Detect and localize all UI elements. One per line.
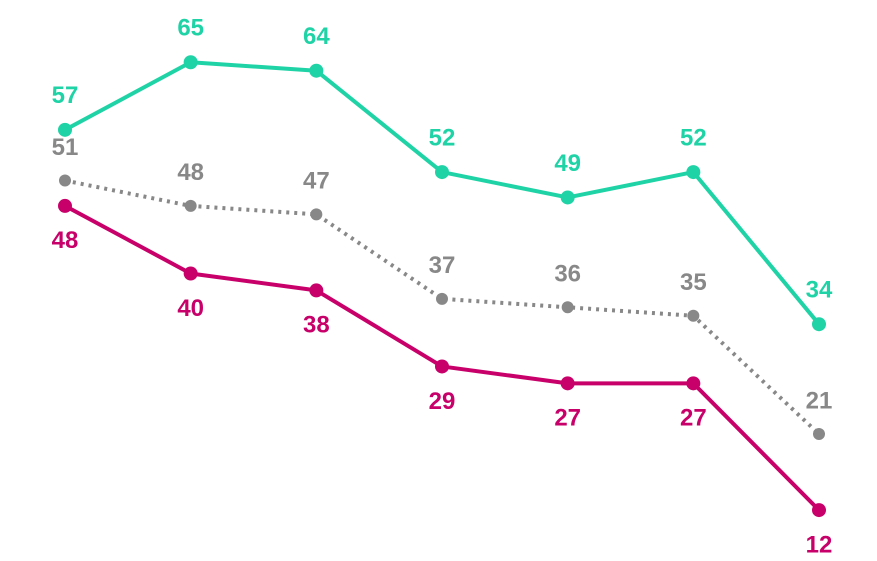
point xyxy=(560,376,575,391)
point xyxy=(436,292,448,305)
point xyxy=(59,174,71,187)
point xyxy=(686,376,701,391)
data-label: 65 xyxy=(177,15,204,42)
data-label: 12 xyxy=(806,531,833,558)
point xyxy=(687,309,700,322)
point xyxy=(435,359,449,374)
data-label: 27 xyxy=(554,405,581,432)
point xyxy=(435,165,449,180)
point xyxy=(58,122,72,137)
data-label: 49 xyxy=(554,150,581,177)
data-label: 57 xyxy=(52,82,79,109)
point xyxy=(58,198,72,213)
point xyxy=(560,190,575,205)
data-label: 29 xyxy=(429,388,456,415)
point xyxy=(812,317,826,332)
point xyxy=(813,428,825,441)
point xyxy=(686,165,701,180)
data-label: 48 xyxy=(177,159,204,186)
data-label: 64 xyxy=(303,23,330,50)
point xyxy=(309,63,324,78)
data-label: 21 xyxy=(806,387,833,414)
data-label: 38 xyxy=(303,312,330,339)
point xyxy=(561,301,574,314)
data-label: 40 xyxy=(177,295,204,322)
point xyxy=(183,55,198,70)
point xyxy=(309,283,324,298)
data-label: 48 xyxy=(52,227,79,254)
data-label: 27 xyxy=(680,405,707,432)
data-label: 37 xyxy=(429,252,456,279)
point xyxy=(183,266,198,281)
point xyxy=(184,199,197,212)
data-label: 35 xyxy=(680,269,707,296)
point xyxy=(812,503,826,518)
data-label: 51 xyxy=(52,134,79,161)
data-label: 52 xyxy=(429,124,456,151)
data-label: 36 xyxy=(554,261,581,288)
data-label: 47 xyxy=(303,168,330,195)
data-label: 52 xyxy=(680,124,707,151)
point xyxy=(310,208,323,221)
data-label: 34 xyxy=(806,277,833,304)
